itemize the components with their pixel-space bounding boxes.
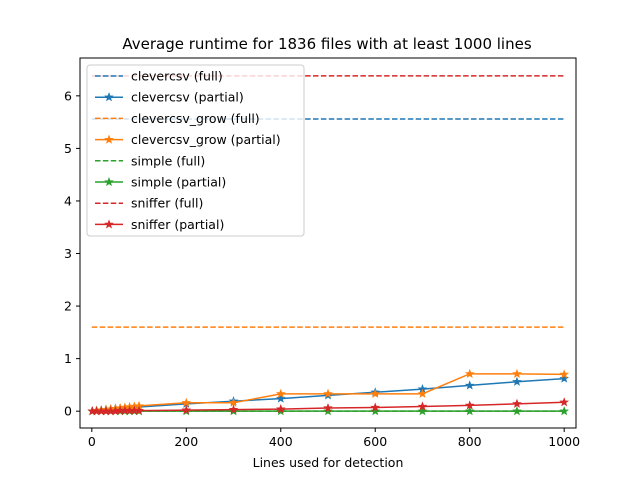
x-tick-label: 400 bbox=[269, 434, 293, 449]
legend: clevercsv (full) clevercsv (partial) cleve… bbox=[86, 64, 305, 237]
y-tick-label: 6 bbox=[64, 88, 72, 103]
x-tick-label: 800 bbox=[458, 434, 482, 449]
data-point bbox=[370, 388, 381, 398]
legend-label: clevercsv_grow (partial) bbox=[131, 132, 281, 147]
data-point bbox=[464, 368, 475, 378]
y-tick-label: 2 bbox=[64, 299, 72, 314]
x-tick-label: 200 bbox=[174, 434, 198, 449]
legend-label: clevercsv_grow (full) bbox=[131, 111, 260, 126]
legend-box bbox=[86, 64, 305, 237]
data-point bbox=[512, 398, 522, 408]
data-point bbox=[370, 406, 381, 416]
legend-label: clevercsv (partial) bbox=[131, 90, 244, 105]
data-point bbox=[228, 404, 239, 414]
data-point bbox=[370, 402, 381, 412]
legend-label: sniffer (partial) bbox=[131, 217, 224, 232]
legend-label: simple (partial) bbox=[131, 175, 226, 190]
x-tick-label: 600 bbox=[363, 434, 387, 449]
data-point bbox=[323, 406, 333, 416]
data-point bbox=[512, 406, 522, 416]
legend-marker bbox=[104, 134, 114, 144]
data-point bbox=[464, 400, 475, 410]
data-point bbox=[181, 405, 192, 415]
data-point bbox=[275, 393, 286, 403]
x-tick-label: 1000 bbox=[548, 434, 580, 449]
chart-title: Average runtime for 1836 files with at l… bbox=[122, 35, 531, 53]
plot-frame bbox=[79, 57, 577, 429]
data-point bbox=[464, 406, 475, 416]
data-point bbox=[464, 380, 475, 390]
y-tick-label: 3 bbox=[64, 246, 72, 261]
legend-label: sniffer (full) bbox=[131, 196, 203, 211]
data-point bbox=[417, 401, 428, 411]
data-point bbox=[559, 397, 569, 407]
data-point bbox=[559, 406, 569, 416]
legend-marker bbox=[104, 219, 114, 229]
data-point bbox=[323, 388, 333, 398]
data-point bbox=[417, 406, 428, 416]
y-tick-label: 0 bbox=[64, 404, 72, 419]
legend-label: simple (full) bbox=[131, 153, 205, 168]
data-point bbox=[559, 373, 569, 383]
x-tick-label: 0 bbox=[88, 434, 96, 449]
legend-label: clevercsv (full) bbox=[131, 69, 223, 84]
y-tick-label: 4 bbox=[64, 193, 72, 208]
data-point bbox=[559, 369, 569, 379]
ticks-layer: 0 200 400 600 800 1000 0 1 2 3 4 5 6 bbox=[64, 88, 580, 449]
data-point bbox=[512, 368, 522, 378]
data-point bbox=[323, 402, 333, 413]
y-tick-label: 1 bbox=[64, 351, 72, 366]
y-tick-label: 5 bbox=[64, 141, 72, 156]
data-point bbox=[134, 405, 144, 415]
data-point bbox=[512, 376, 522, 386]
data-point bbox=[275, 404, 286, 414]
data-point bbox=[228, 397, 239, 407]
legend-marker bbox=[104, 176, 114, 187]
x-axis-label: Lines used for detection bbox=[253, 455, 404, 470]
data-point bbox=[417, 388, 428, 398]
legend-marker bbox=[104, 92, 114, 102]
data-point bbox=[275, 388, 286, 398]
data-point bbox=[181, 397, 192, 407]
series-layer bbox=[87, 75, 569, 416]
